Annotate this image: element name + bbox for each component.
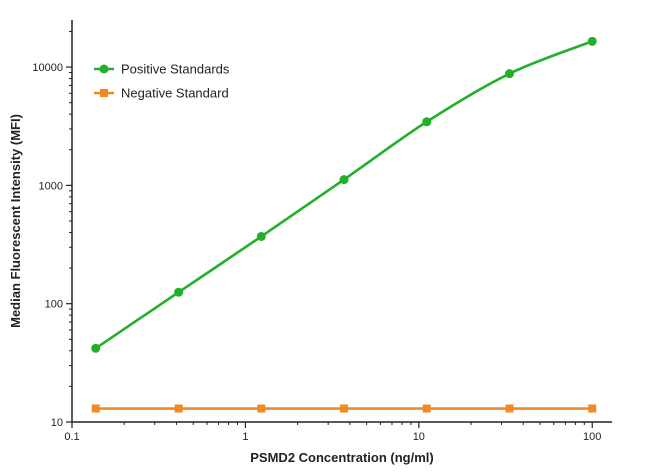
legend-marker — [99, 64, 109, 74]
legend-marker — [100, 89, 108, 97]
legend: Positive Standards Negative Standard — [94, 62, 230, 101]
x-axis-title: PSMD2 Concentration (ng/ml) — [250, 450, 433, 465]
x-tick-label: 1 — [242, 431, 248, 443]
axes — [71, 20, 612, 423]
legend-label: Negative Standard — [121, 86, 229, 101]
x-tick-label: 0.1 — [64, 431, 79, 443]
data-point — [505, 404, 514, 413]
data-point — [339, 175, 349, 185]
data-point — [588, 404, 597, 413]
y-tick-label: 10 — [51, 417, 63, 429]
data-point — [256, 231, 266, 241]
data-point — [587, 36, 597, 46]
x-ticks: 0.1 1 10 100 — [64, 422, 601, 443]
y-tick-label: 1000 — [39, 180, 63, 192]
legend-label: Positive Standards — [121, 62, 230, 77]
data-point — [257, 404, 266, 413]
data-point — [422, 404, 431, 413]
x-tick-label: 100 — [583, 431, 601, 443]
data-point — [340, 404, 349, 413]
series-positive-standards — [91, 36, 597, 353]
legend-item: Negative Standard — [94, 86, 229, 101]
series-layer — [91, 36, 597, 413]
series-negative-standard — [91, 404, 597, 413]
data-point — [91, 343, 101, 353]
data-point — [91, 404, 100, 413]
y-ticks: 10 100 1000 10000 — [32, 30, 72, 429]
data-point — [174, 404, 183, 413]
y-axis-title: Median Fluorescent Intensity (MFI) — [8, 114, 23, 328]
data-point — [174, 287, 184, 297]
y-tick-label: 10000 — [32, 62, 63, 74]
legend-item: Positive Standards — [94, 62, 230, 77]
data-point — [422, 117, 432, 127]
y-tick-label: 100 — [45, 299, 63, 311]
data-point — [504, 69, 514, 79]
x-tick-label: 10 — [413, 431, 425, 443]
